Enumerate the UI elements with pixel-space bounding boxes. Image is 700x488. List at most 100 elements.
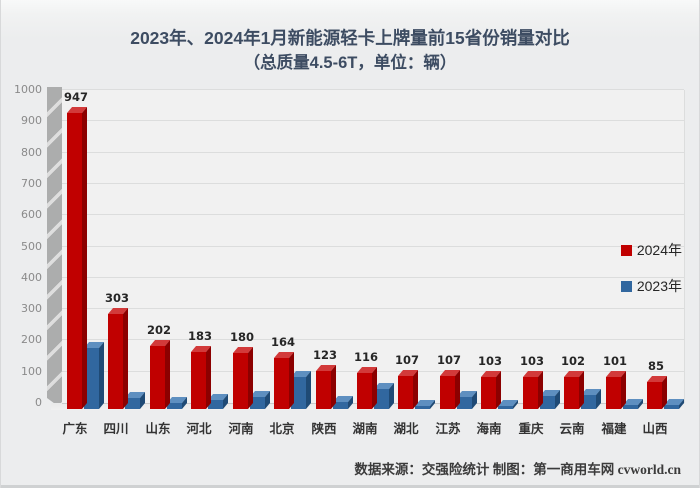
bar-2024年-江苏 — [440, 370, 461, 409]
plot-area: 947 303 202 183 180 164 123 116 107 107 103 103 102 1… — [62, 89, 685, 409]
bar-face-front — [84, 348, 99, 409]
bar-face-front — [606, 377, 621, 409]
bar-value-label: 164 — [270, 335, 295, 349]
bar-face-front — [291, 377, 306, 409]
bar-2023年-重庆 — [540, 390, 561, 409]
gridline — [62, 120, 684, 122]
bar-value-label: 101 — [602, 354, 627, 368]
y-axis-label: 700 — [21, 176, 42, 190]
bar-2023年-河北 — [208, 394, 229, 409]
x-axis-label: 河北 — [186, 422, 212, 436]
bar-2023年-河南 — [250, 391, 271, 409]
bar-2024年-河南 — [233, 347, 254, 409]
x-axis-label: 海南 — [476, 422, 502, 436]
bar-2023年-广东 — [84, 342, 105, 409]
bar-face-side — [99, 342, 104, 409]
bar-2024年-湖南 — [357, 367, 378, 409]
bar-face-front — [333, 402, 348, 409]
bar-value-label: 107 — [394, 353, 419, 367]
bar-face-front — [167, 403, 182, 409]
bar-2024年-广东 — [67, 107, 88, 409]
y-axis-label: 0 — [35, 396, 42, 409]
x-axis-label: 福建 — [601, 422, 627, 436]
bar-value-label: 102 — [560, 354, 585, 368]
legend-swatch — [620, 244, 632, 256]
bar-2024年-湖北 — [398, 370, 419, 409]
bar-2024年-河北 — [191, 346, 212, 409]
legend-item-2023年: 2023年 — [620, 278, 682, 294]
gridline — [62, 276, 684, 278]
bar-face-front — [250, 397, 265, 409]
bar-value-label: 107 — [436, 353, 461, 367]
x-axis-label: 湖北 — [393, 422, 419, 436]
bar-2024年-陕西 — [316, 365, 337, 409]
y-axis-label: 800 — [21, 145, 42, 159]
bar-face-side — [455, 370, 460, 409]
bar-2024年-山东 — [150, 340, 171, 409]
bar-face-side — [306, 371, 311, 409]
bar-2024年-海南 — [481, 371, 502, 409]
bar-face-side — [621, 371, 626, 409]
bar-face-front — [374, 389, 389, 409]
y-axis-label: 900 — [21, 114, 42, 128]
x-axis-label: 河南 — [228, 422, 254, 436]
x-axis-label: 重庆 — [518, 422, 544, 436]
bar-2023年-湖南 — [374, 383, 395, 409]
x-axis-label: 湖南 — [352, 422, 378, 436]
bar-face-front — [523, 377, 538, 409]
bar-face-front — [457, 397, 472, 409]
bar-value-label: 85 — [647, 359, 664, 373]
bar-face-front — [233, 353, 248, 409]
x-axis-label: 云南 — [559, 422, 585, 436]
bar-face-side — [82, 107, 87, 409]
x-axis-label: 北京 — [269, 422, 295, 436]
bar-2024年-福建 — [606, 371, 627, 409]
bar-2023年-湖北 — [415, 400, 436, 409]
x-axis-label: 山东 — [145, 422, 171, 436]
legend-item-2024年: 2024年 — [620, 242, 682, 258]
bar-face-front — [108, 314, 123, 409]
gridline — [62, 245, 684, 247]
y-axis-label: 1000 — [14, 83, 42, 96]
bar-face-front — [581, 395, 596, 409]
bar-face-front — [398, 376, 413, 409]
bar-face-side — [123, 308, 128, 409]
bar-face-side — [496, 371, 501, 409]
x-axis-label: 四川 — [103, 422, 129, 436]
bar-face-front — [564, 377, 579, 409]
x-axis-label: 江苏 — [435, 422, 461, 436]
bar-2024年-四川 — [108, 308, 129, 409]
gridline — [62, 308, 684, 310]
bar-2023年-海南 — [498, 400, 519, 409]
y-axis-label: 500 — [21, 239, 42, 253]
bar-value-label: 947 — [63, 90, 88, 104]
bar-2023年-山东 — [167, 397, 188, 409]
bar-2024年-山西 — [647, 376, 668, 409]
bar-face-front — [481, 377, 496, 409]
chart-3d-side-wall — [47, 87, 62, 409]
bar-face-front — [316, 371, 331, 409]
gridline — [62, 182, 684, 184]
bar-face-front — [540, 396, 555, 409]
bar-2023年-陕西 — [333, 396, 354, 409]
bar-2024年-云南 — [564, 371, 585, 409]
bar-value-label: 116 — [353, 350, 378, 364]
gridline — [62, 151, 684, 153]
bar-face-side — [289, 352, 294, 409]
x-axis-label: 山西 — [642, 422, 668, 436]
chart-title-line1: 2023年、2024年1月新能源轻卡上牌量前15省份销量对比 — [130, 28, 570, 48]
chart-legend: 2024年 2023年 — [620, 242, 682, 314]
legend-label: 2024年 — [636, 242, 682, 258]
y-axis-label: 600 — [21, 208, 42, 222]
chart-title: 2023年、2024年1月新能源轻卡上牌量前15省份销量对比 （总质量4.5-6… — [1, 26, 699, 75]
x-axis-label: 广东 — [62, 422, 88, 436]
bar-2023年-江苏 — [457, 391, 478, 409]
bar-face-side — [372, 367, 377, 409]
gridline — [62, 89, 684, 90]
legend-swatch — [620, 280, 632, 292]
bar-face-front — [623, 405, 638, 409]
bar-2023年-福建 — [623, 399, 644, 409]
bar-face-side — [248, 347, 253, 409]
bar-face-side — [413, 370, 418, 409]
